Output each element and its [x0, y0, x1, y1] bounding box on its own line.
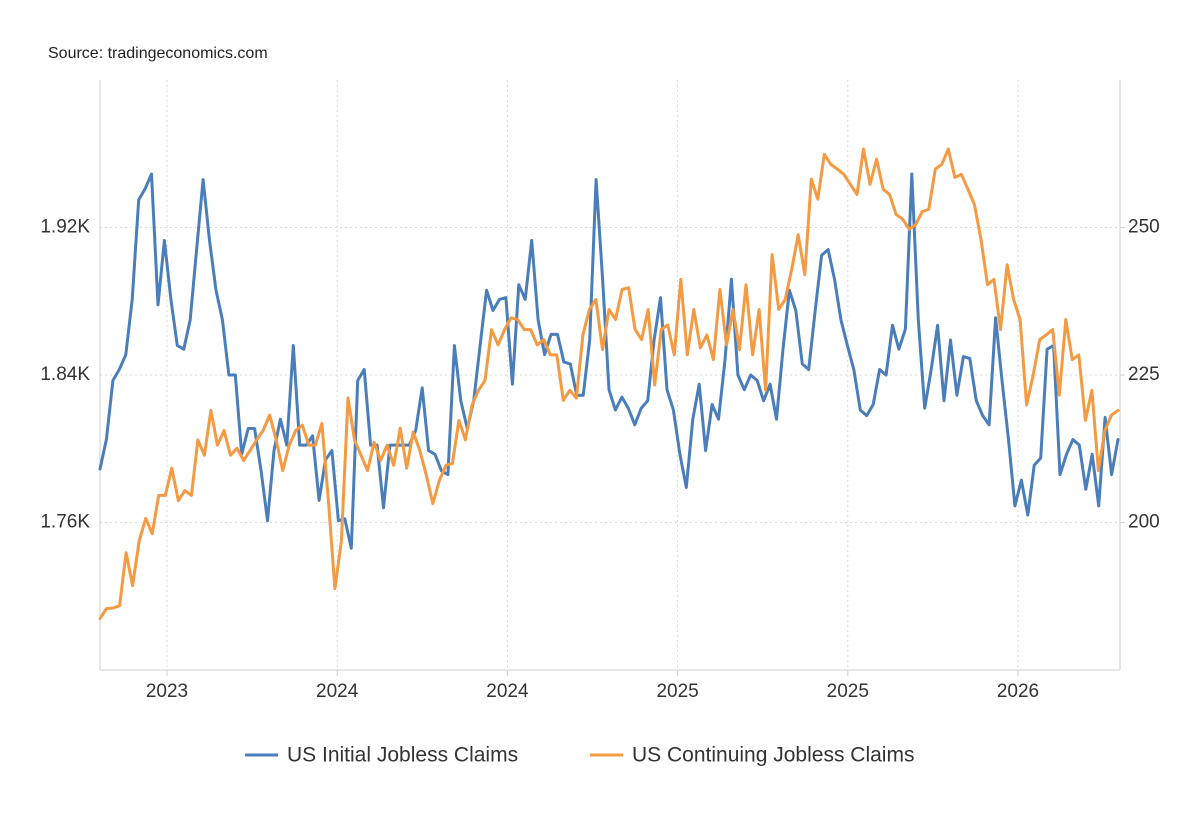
y-tick-label: 1.76K	[40, 512, 90, 533]
x-tick-label: 2024	[486, 681, 529, 702]
source-note: Source: tradingeconomics.com	[48, 45, 268, 62]
y2-tick-label: 225	[1128, 364, 1160, 385]
x-tick-label: 2025	[827, 681, 869, 702]
x-tick-label: 2024	[316, 681, 359, 702]
x-tick-label: 2025	[656, 681, 698, 702]
series-line	[98, 172, 1120, 550]
series-line	[98, 147, 1120, 621]
legend-label: US Initial Jobless Claims	[287, 744, 518, 767]
y2-tick-label: 200	[1128, 512, 1160, 533]
x-tick-label: 2023	[146, 681, 188, 702]
y-tick-label: 1.84K	[40, 364, 90, 385]
x-tick-label: 2026	[997, 681, 1039, 702]
y-tick-label: 1.92K	[40, 217, 90, 238]
legend-label: US Continuing Jobless Claims	[632, 744, 914, 767]
y2-tick-label: 250	[1128, 217, 1160, 238]
